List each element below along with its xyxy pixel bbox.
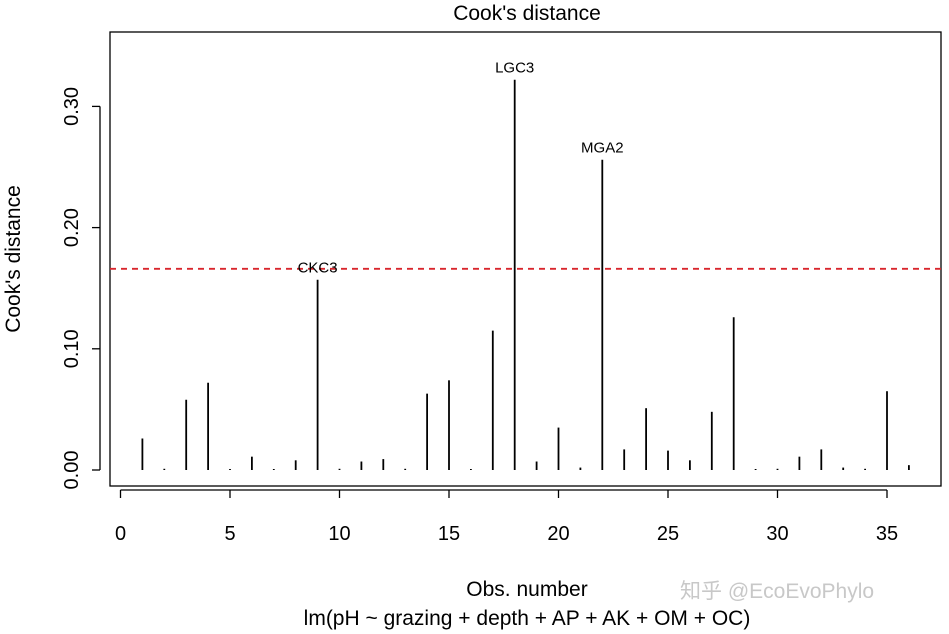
plot-frame: [109, 31, 942, 487]
annotation-ckc3: CKC3: [298, 260, 338, 277]
annotation-mga2: MGA2: [581, 140, 624, 157]
x-tick-label: 20: [547, 523, 569, 545]
y-axis-label: Cook's distance: [2, 185, 25, 333]
model-formula-subtitle: lm(pH ~ grazing + depth + AP + AK + OM +…: [304, 607, 751, 630]
x-tick-label: 35: [876, 523, 898, 545]
x-axis-label: Obs. number: [466, 578, 587, 601]
chart-title: Cook's distance: [453, 2, 601, 25]
x-tick-label: 30: [766, 523, 788, 545]
x-axis: 0 5 10 15 20 25 30 35: [115, 489, 898, 545]
x-tick-label: 10: [328, 523, 350, 545]
y-tick-label: 0.20: [61, 208, 83, 247]
x-tick-label: 15: [438, 523, 460, 545]
watermark: 知乎 @EcoEvoPhylo: [680, 580, 874, 603]
x-tick-label: 0: [115, 523, 126, 545]
bars-group: [141, 79, 910, 470]
x-tick-label: 5: [224, 523, 235, 545]
y-tick-label: 0.00: [61, 451, 83, 490]
x-tick-label: 25: [657, 523, 679, 545]
annotation-lgc3: LGC3: [495, 60, 534, 77]
annotations-group: CKC3 LGC3 MGA2: [298, 60, 624, 277]
y-axis: 0.00 0.10 0.20 0.30: [61, 87, 101, 490]
y-tick-label: 0.30: [61, 87, 83, 126]
y-tick-label: 0.10: [61, 329, 83, 368]
